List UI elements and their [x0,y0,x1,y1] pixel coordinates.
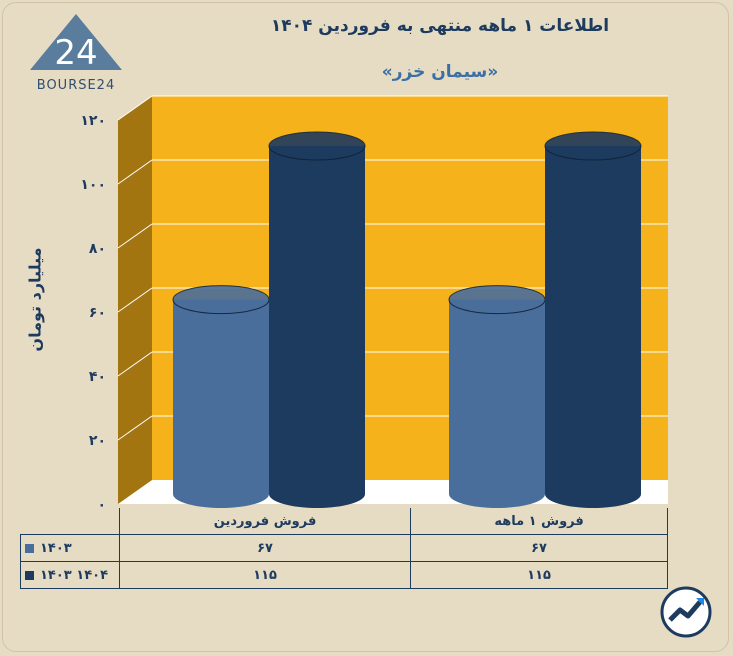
legend-entry-1404: ۱۴۰۳ ۱۴۰۴ [20,561,120,589]
gridline-side [117,351,153,377]
gridline-side [117,415,153,441]
y-tick-label: ۱۲۰ [80,113,106,129]
chart-title: اطلاعات ۱ ماهه منتهی به فروردین ۱۴۰۴ [270,16,610,36]
category-label-1: فروش ۱ ماهه [410,508,668,535]
data-label: ۱۱۵ [118,561,412,589]
bar [544,131,642,508]
rising-chart-badge-icon [660,586,712,638]
data-label: ۱۱۵ [410,561,668,589]
bar [172,285,270,508]
legend-swatch-1403 [25,543,34,553]
chart-subtitle: «سیمان خزر» [381,62,499,82]
bourse24-logo-icon: 24 [30,14,122,72]
data-label: ۶۷ [410,534,668,562]
category-label-0: فروش فروردین [119,508,412,535]
table-row: ۱۴۰۳ ۶۷ ۶۷ [20,534,668,562]
table-row: ۱۴۰۳ ۱۴۰۴ ۱۱۵ ۱۱۵ [20,561,668,589]
y-tick-label: ۲۰ [89,433,106,449]
data-label: ۶۷ [118,534,412,562]
table-corner [20,508,120,535]
y-tick-label: ۰ [97,497,106,513]
y-tick-label: ۱۰۰ [80,177,106,193]
svg-text:24: 24 [54,33,97,72]
gridline-side [117,223,153,249]
logo-text: BOURSE24 [36,78,116,93]
table-header-row: فروش فروردین فروش ۱ ماهه [20,508,668,535]
legend-entry-1403: ۱۴۰۳ [20,534,120,562]
bar [268,131,366,508]
y-tick-label: ۴۰ [89,369,106,385]
bar [448,285,546,508]
y-tick-label: ۸۰ [89,241,106,257]
gridline-side [117,95,153,121]
data-table: فروش فروردین فروش ۱ ماهه ۱۴۰۳ ۶۷ ۶۷ ۱۴۰۳… [20,508,668,589]
y-tick-label: ۶۰ [89,305,106,321]
legend-swatch-1404 [25,570,34,580]
gridline-side [117,287,153,313]
gridline-side [117,159,153,185]
